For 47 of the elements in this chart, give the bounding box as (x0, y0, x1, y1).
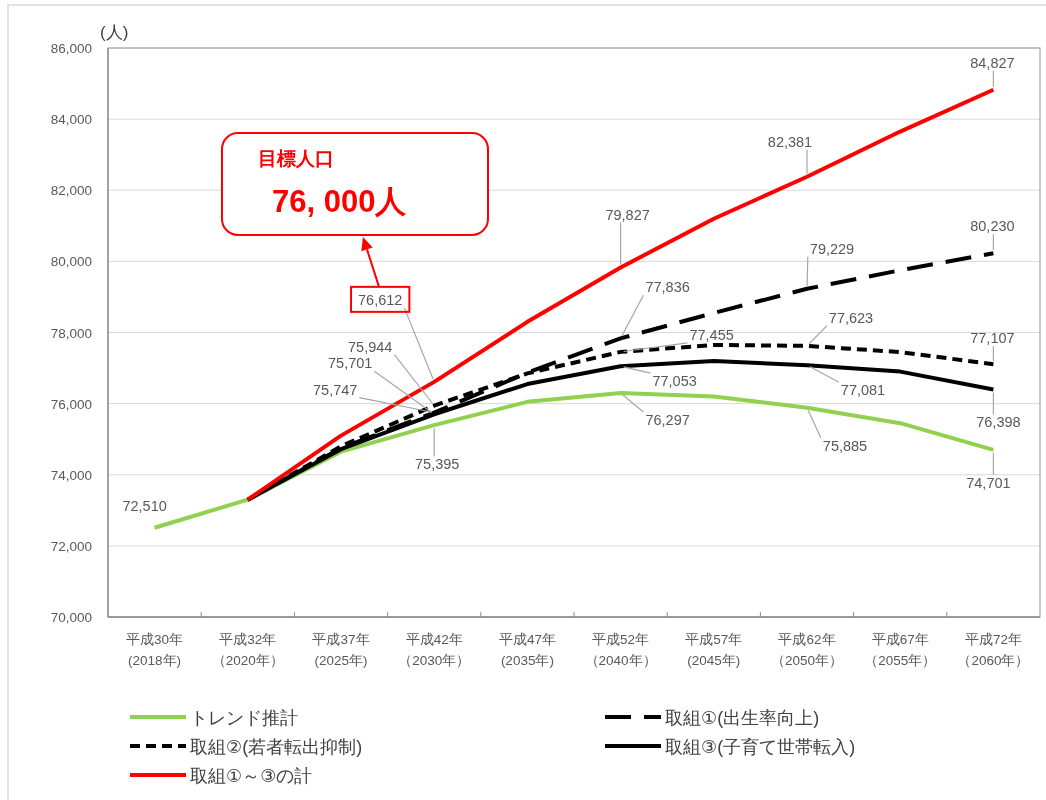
y-tick-label: 80,000 (50, 254, 92, 270)
x-tick-label: 平成30年 (2018年) (126, 632, 184, 668)
data-label: 77,107 (970, 330, 1015, 347)
data-label: 76,398 (976, 414, 1021, 431)
y-tick-label: 70,000 (50, 610, 92, 625)
legend-label: 取組③(子育て世帯転入) (665, 737, 856, 757)
x-tick-label: 平成72年（2060年） (957, 632, 1030, 668)
y-tick-label: 86,000 (50, 41, 92, 56)
data-label: 75,747 (313, 381, 358, 398)
data-label: 76,612 (358, 291, 403, 308)
data-label: 75,944 (348, 338, 393, 355)
data-label: 77,623 (828, 309, 874, 326)
x-tick-label: 平成32年（2020年） (211, 632, 284, 668)
data-label: 82,381 (767, 133, 813, 150)
x-tick-label: 平成37年 (2025年) (312, 632, 370, 668)
y-tick-label: 84,000 (50, 112, 92, 128)
y-tick-label: 76,000 (50, 396, 92, 412)
data-label: 75,701 (328, 355, 373, 372)
data-label: 77,455 (689, 326, 734, 343)
x-tick-label: 平成47年 (2035年) (498, 632, 556, 668)
legend-label: 取組①～③の計 (190, 766, 313, 786)
y-tick-label: 82,000 (50, 183, 92, 199)
data-label: 72,510 (122, 497, 167, 514)
annotation: 目標人口 76, 000人 (258, 148, 408, 219)
x-tick-label: 平成57年 (2045年) (685, 632, 743, 668)
data-label: 77,081 (840, 382, 886, 399)
data-label: 76,297 (645, 412, 690, 429)
x-tick-label: 平成52年（2040年） (584, 632, 657, 668)
x-tick-label: 平成67年（2055年） (864, 632, 937, 668)
data-label: 75,395 (415, 456, 460, 473)
data-label: 80,230 (970, 218, 1015, 235)
y-tick-label: 74,000 (50, 467, 92, 483)
legend-label: 取組①(出生率向上) (665, 708, 820, 728)
data-label: 79,827 (605, 206, 650, 223)
data-label: 84,827 (970, 54, 1015, 71)
x-tick-label: 平成42年（2030年） (398, 632, 471, 668)
data-label: 74,701 (966, 474, 1011, 491)
data-label: 77,053 (652, 373, 697, 390)
y-axis-title: (人) (100, 23, 129, 42)
legend-label: トレンド推計 (190, 708, 298, 728)
legend-label: 取組②(若者転出抑制) (190, 737, 363, 757)
y-tick-label: 72,000 (50, 538, 92, 554)
data-label: 75,885 (822, 437, 868, 454)
x-tick-label: 平成62年（2050年） (770, 632, 844, 668)
data-label: 77,836 (645, 279, 690, 296)
data-label: 79,229 (809, 240, 855, 257)
y-tick-label: 78,000 (50, 325, 92, 341)
